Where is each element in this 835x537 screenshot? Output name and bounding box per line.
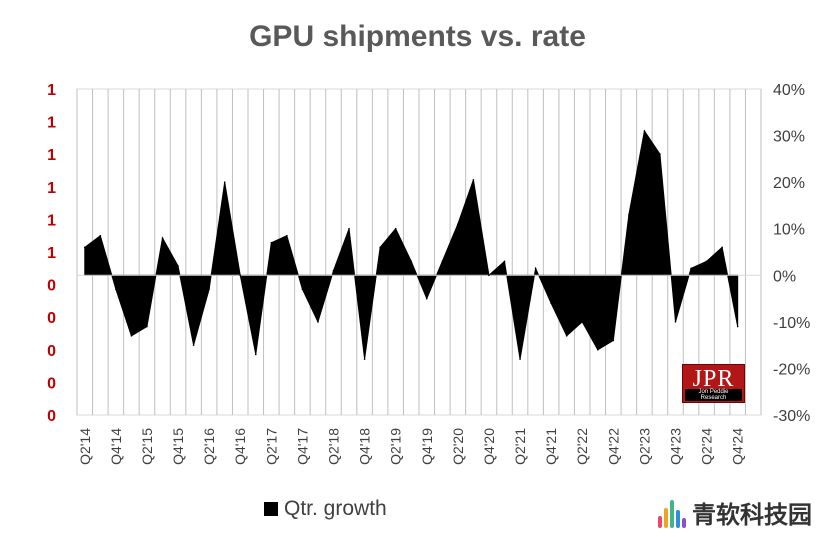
data-point (301, 288, 304, 291)
data-point (146, 325, 148, 328)
data-point (379, 246, 381, 249)
data-point (674, 321, 677, 323)
y-right-tick-label: 10% (773, 222, 805, 239)
x-tick-label: Q4'18 (357, 428, 373, 465)
data-point (596, 349, 599, 351)
x-tick-label: Q4'15 (170, 428, 186, 465)
data-point (721, 246, 723, 249)
watermark-text: 青软科技园 (692, 502, 812, 529)
data-point (441, 260, 444, 263)
y-left-tick-label: 1 (47, 115, 56, 132)
jpr-logo: JPR Jon Peddie Research (682, 364, 745, 403)
x-tick-label: Q2'21 (512, 428, 528, 465)
y-right-tick-label: -10% (773, 315, 810, 332)
data-point (192, 344, 195, 346)
x-tick-label: Q4'19 (419, 428, 435, 465)
y-left-tick-label: 0 (47, 310, 56, 327)
data-point (83, 246, 86, 249)
data-point (115, 288, 117, 291)
data-point (363, 358, 366, 360)
data-point (457, 223, 459, 225)
watermark: 青软科技园 (658, 495, 812, 530)
data-point (332, 269, 335, 272)
jpr-logo-text: JPR (692, 366, 735, 392)
x-tick-label: Q2'19 (388, 428, 404, 465)
data-point (99, 234, 102, 237)
y-right-tick-label: 20% (773, 175, 805, 192)
x-tick-label: Q2'18 (326, 428, 342, 465)
data-point (472, 179, 475, 181)
x-tick-label: Q4'23 (668, 428, 684, 465)
data-point (581, 321, 584, 323)
y-left-tick-label: 0 (47, 343, 56, 360)
x-tick-label: Q4'16 (232, 428, 248, 465)
legend: Qtr. growth (264, 497, 387, 521)
data-point (659, 153, 661, 155)
x-tick-label: Q2'23 (636, 428, 652, 465)
data-point (565, 335, 568, 337)
y-right-tick-label: -30% (773, 408, 810, 425)
watermark-icon (658, 498, 688, 528)
data-point (130, 335, 133, 337)
jpr-logo-subtitle: Jon Peddie Research (685, 389, 742, 401)
data-point (410, 260, 413, 263)
x-tick-label: Q2'22 (574, 428, 590, 465)
x-tick-label: Q2'16 (201, 428, 217, 465)
x-tick-label: Q4'20 (481, 428, 497, 465)
data-point (317, 321, 319, 323)
data-point (348, 227, 350, 230)
y-left-tick-label: 1 (47, 82, 56, 99)
data-point (270, 241, 273, 244)
x-tick-label: Q4'21 (543, 428, 559, 465)
data-point (550, 302, 552, 305)
y-left-tick-label: 0 (47, 375, 56, 392)
x-tick-label: Q2'24 (699, 428, 715, 465)
x-tick-label: Q4'14 (108, 428, 124, 465)
data-point (503, 260, 506, 263)
series-area (84, 129, 739, 360)
y-left-tick-label: 1 (47, 245, 56, 262)
x-tick-label: Q2'17 (263, 428, 279, 465)
data-point (705, 260, 708, 263)
y-left-tick-label: 1 (47, 147, 56, 164)
data-point (534, 267, 537, 270)
data-point (488, 274, 490, 277)
legend-label: Qtr. growth (284, 497, 387, 520)
data-point (690, 267, 692, 270)
x-tick-label: Q4'24 (730, 428, 746, 465)
data-point (519, 358, 521, 360)
y-left-tick-label: 0 (47, 278, 56, 295)
x-tick-label: Q4'22 (605, 428, 621, 465)
y-right-tick-label: 40% (773, 82, 805, 99)
data-point (394, 227, 397, 230)
data-point (612, 339, 615, 342)
y-left-tick-label: 0 (47, 408, 56, 425)
chart-title: GPU shipments vs. rate (249, 20, 586, 53)
y-right-tick-label: 30% (773, 129, 805, 146)
x-tick-label: Q2'15 (139, 428, 155, 465)
y-right-tick-label: 0% (773, 268, 796, 285)
data-point (208, 288, 210, 291)
data-point (223, 181, 226, 183)
data-point (425, 297, 428, 300)
data-point (254, 353, 257, 356)
data-point (239, 274, 242, 277)
x-tick-label: Q2'20 (450, 428, 466, 465)
data-point (177, 265, 179, 267)
data-point (643, 130, 646, 132)
legend-swatch (264, 502, 278, 516)
data-point (628, 213, 630, 216)
y-left-tick-label: 1 (47, 212, 56, 229)
data-point (286, 234, 288, 237)
y-left-tick-label: 1 (47, 180, 56, 197)
data-point (161, 237, 164, 239)
y-right-tick-label: -20% (773, 361, 810, 378)
x-tick-label: Q4'17 (294, 428, 310, 465)
data-point (736, 325, 739, 328)
x-tick-label: Q2'14 (77, 428, 93, 465)
